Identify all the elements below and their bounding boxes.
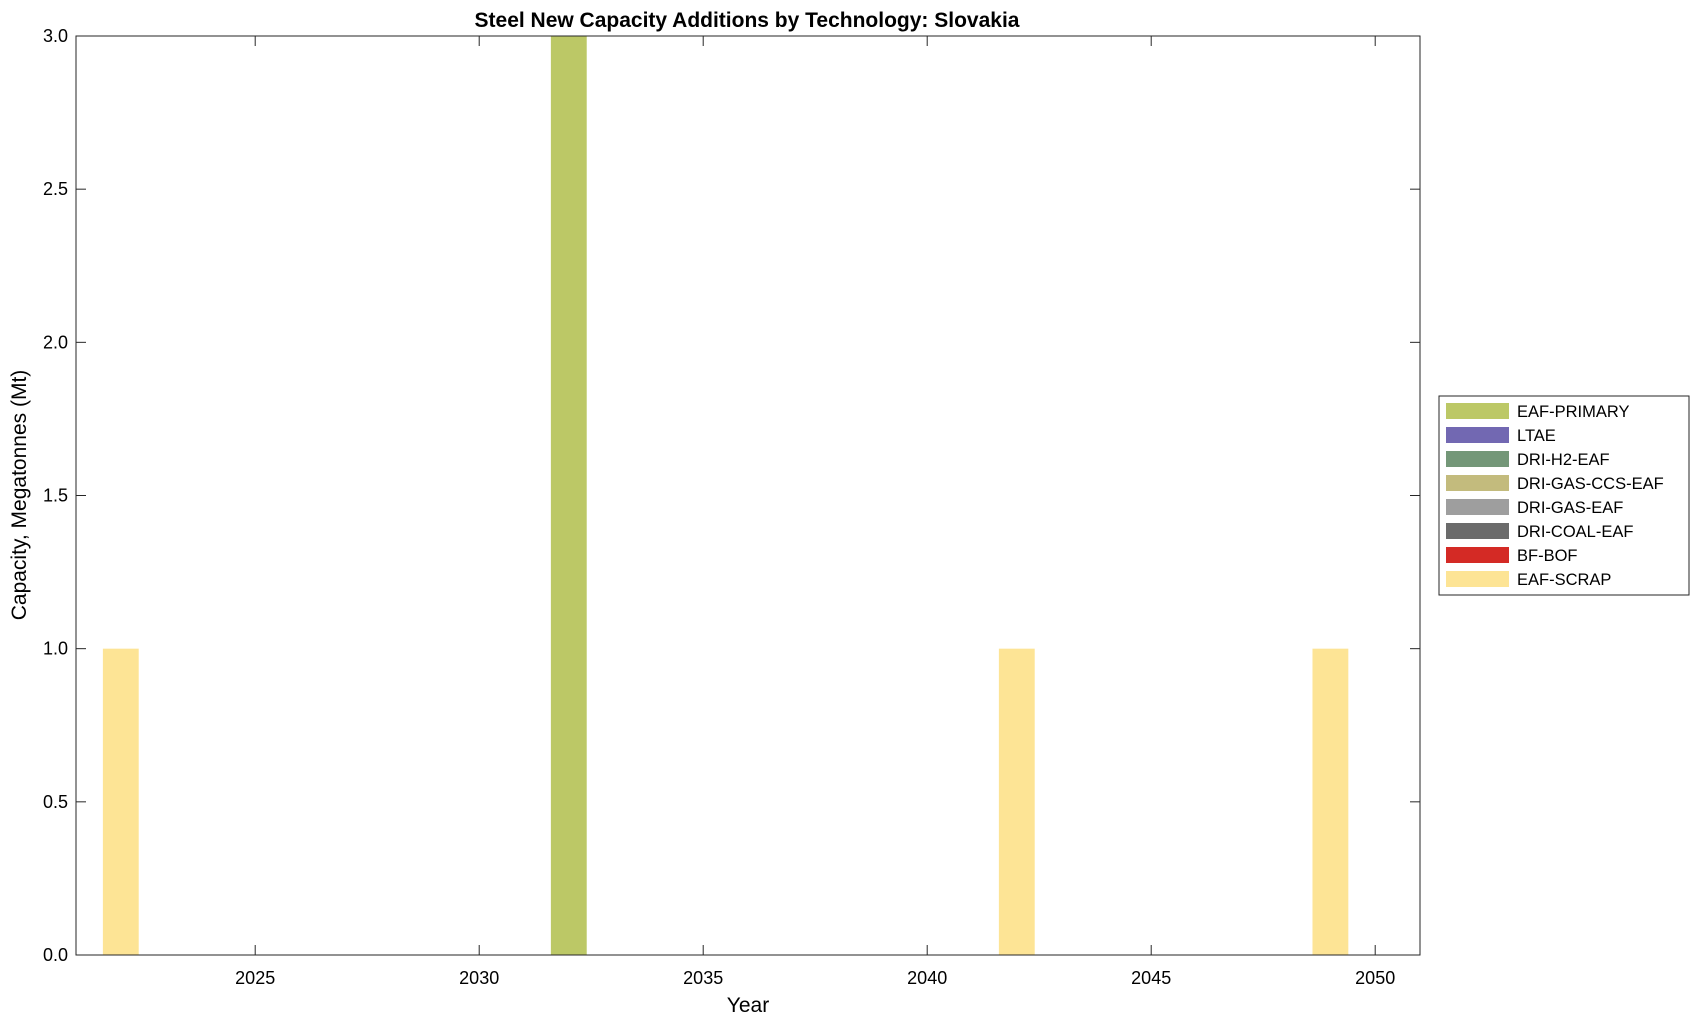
legend-box	[1438, 395, 1690, 596]
axis-ticks: 2025 2030 2035 2040 2045 2050 0.0 0.5 1.0 1.5 2.0 2…	[43, 26, 1420, 988]
y-tick-label: 1.5	[43, 486, 68, 506]
legend-label-dri-gas-ccs-eaf: DRI-GAS-CCS-EAF	[1517, 475, 1664, 493]
legend-swatch-dri-h2-eaf	[1446, 451, 1509, 467]
x-tick-label: 2045	[1131, 968, 1171, 988]
legend-label-dri-h2-eaf: DRI-H2-EAF	[1517, 451, 1610, 469]
plot-frame	[75, 35, 1421, 956]
bar-eaf-scrap-2022	[102, 648, 139, 955]
legend-label-eaf-primary: EAF-PRIMARY	[1517, 403, 1629, 421]
y-tick-label: 0.5	[43, 792, 68, 812]
chart-title: Steel New Capacity Additions by Technolo…	[475, 9, 1020, 32]
bar-eaf-scrap-2049	[1312, 648, 1349, 955]
legend-label-eaf-scrap: EAF-SCRAP	[1517, 571, 1611, 589]
legend-label-bf-bof: BF-BOF	[1517, 547, 1578, 565]
y-tick-label: 2.0	[43, 332, 68, 352]
x-tick-label: 2035	[683, 968, 723, 988]
legend-swatch-dri-coal-eaf	[1446, 523, 1509, 539]
x-tick-label: 2040	[907, 968, 947, 988]
bar-eaf-primary-2032	[550, 36, 587, 955]
legend-swatch-ltae	[1446, 427, 1509, 443]
x-tick-label: 2025	[235, 968, 275, 988]
bars-layer	[102, 36, 1349, 955]
x-tick-label: 2050	[1355, 968, 1395, 988]
legend-swatch-dri-gas-eaf	[1446, 499, 1509, 515]
legend-swatch-bf-bof	[1446, 547, 1509, 563]
legend-label-ltae: LTAE	[1517, 427, 1556, 445]
legend-swatch-eaf-scrap	[1446, 571, 1509, 587]
y-tick-label: 1.0	[43, 639, 68, 659]
x-tick-label: 2030	[459, 968, 499, 988]
legend-swatch-dri-gas-ccs-eaf	[1446, 475, 1509, 491]
y-tick-label: 3.0	[43, 26, 68, 46]
y-tick-label: 2.5	[43, 179, 68, 199]
legend-swatch-eaf-primary	[1446, 403, 1509, 419]
x-axis-label: Year	[727, 994, 769, 1017]
legend-label-dri-gas-eaf: DRI-GAS-EAF	[1517, 499, 1623, 517]
y-axis-label: Capacity, Megatonnes (Mt)	[8, 370, 31, 621]
legend-label-dri-coal-eaf: DRI-COAL-EAF	[1517, 523, 1633, 541]
bar-eaf-scrap-2042	[998, 648, 1035, 955]
y-tick-label: 0.0	[43, 945, 68, 965]
legend: EAF-PRIMARY LTAE DRI-H2-EAF DRI-GAS-CCS-EAF…	[1438, 395, 1690, 596]
